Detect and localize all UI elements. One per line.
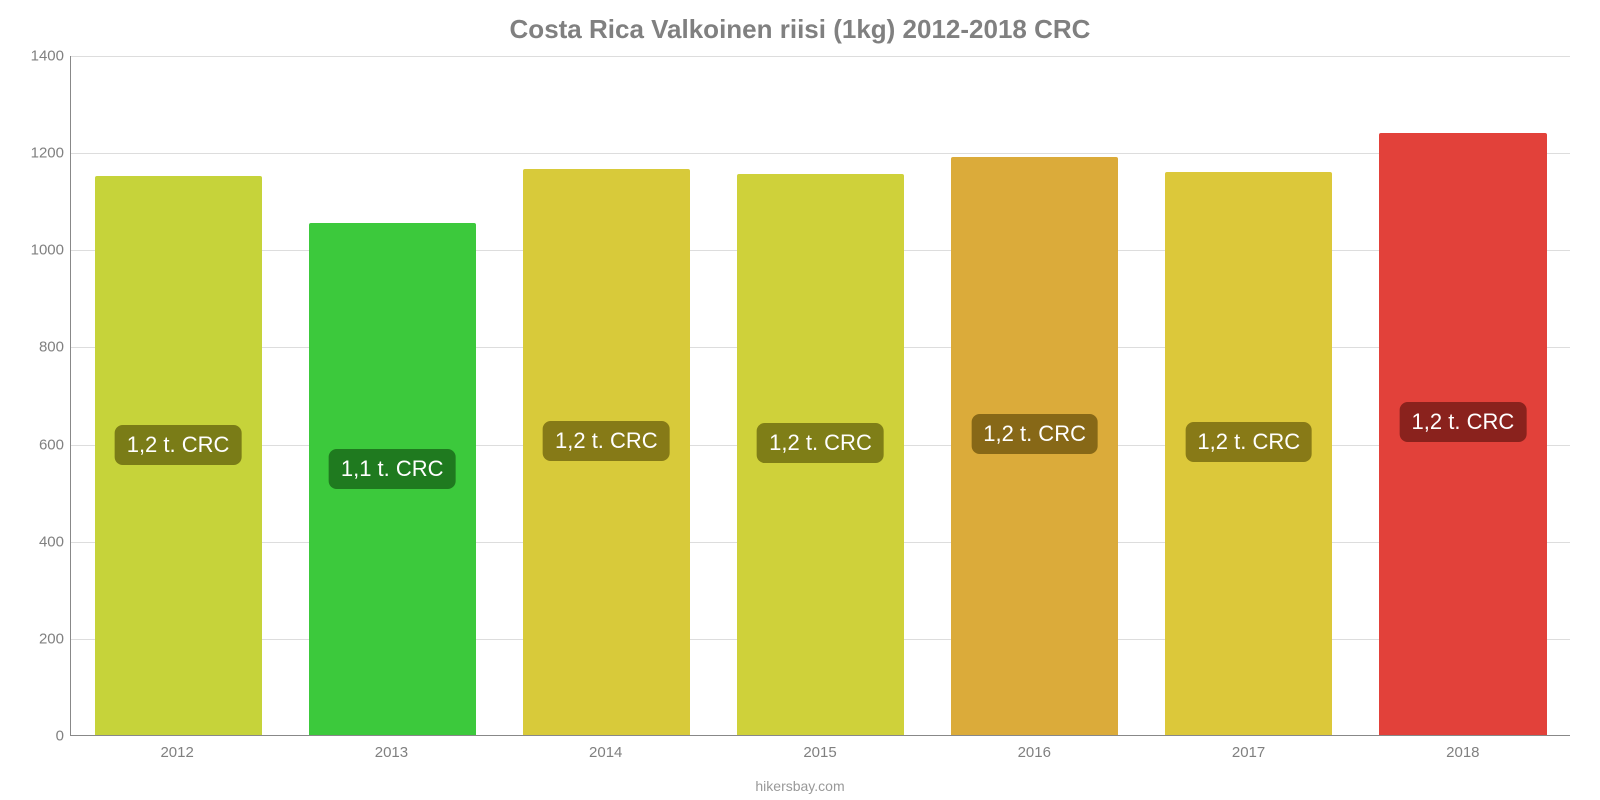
- x-tick-label: 2015: [803, 744, 836, 761]
- value-badge: 1,2 t. CRC: [1185, 422, 1312, 462]
- bar-slot: 1,1 t. CRC: [285, 56, 499, 735]
- x-tick-label: 2014: [589, 744, 622, 761]
- bar-slot: 1,2 t. CRC: [1142, 56, 1356, 735]
- bar-slot: 1,2 t. CRC: [713, 56, 927, 735]
- x-tick-label: 2016: [1018, 744, 1051, 761]
- bar-slot: 1,2 t. CRC: [499, 56, 713, 735]
- x-tick-label: 2012: [160, 744, 193, 761]
- x-tick-label: 2013: [375, 744, 408, 761]
- x-tick-label: 2018: [1446, 744, 1479, 761]
- plot-area: 1,2 t. CRC 1,1 t. CRC 1,2 t. CRC 1,2 t. CRC…: [70, 56, 1570, 736]
- value-badge: 1,2 t. CRC: [543, 421, 670, 461]
- bar-slot: 1,2 t. CRC: [1356, 56, 1570, 735]
- y-tick-label: 800: [8, 339, 64, 356]
- bars-group: 1,2 t. CRC 1,1 t. CRC 1,2 t. CRC 1,2 t. CRC…: [71, 56, 1570, 735]
- y-tick-label: 1400: [8, 48, 64, 65]
- x-tick-label: 2017: [1232, 744, 1265, 761]
- value-badge: 1,2 t. CRC: [115, 425, 242, 465]
- chart-container: Costa Rica Valkoinen riisi (1kg) 2012-20…: [0, 0, 1600, 800]
- value-badge: 1,2 t. CRC: [757, 423, 884, 463]
- footer-attribution: hikersbay.com: [0, 778, 1600, 794]
- value-badge: 1,2 t. CRC: [1400, 402, 1527, 442]
- y-tick-label: 1200: [8, 145, 64, 162]
- bar-slot: 1,2 t. CRC: [71, 56, 285, 735]
- bar-slot: 1,2 t. CRC: [928, 56, 1142, 735]
- value-badge: 1,1 t. CRC: [329, 449, 456, 489]
- y-tick-label: 0: [8, 728, 64, 745]
- y-tick-label: 400: [8, 533, 64, 550]
- y-tick-label: 600: [8, 436, 64, 453]
- y-tick-label: 200: [8, 630, 64, 647]
- chart-title: Costa Rica Valkoinen riisi (1kg) 2012-20…: [0, 14, 1600, 45]
- y-tick-label: 1000: [8, 242, 64, 259]
- value-badge: 1,2 t. CRC: [971, 414, 1098, 454]
